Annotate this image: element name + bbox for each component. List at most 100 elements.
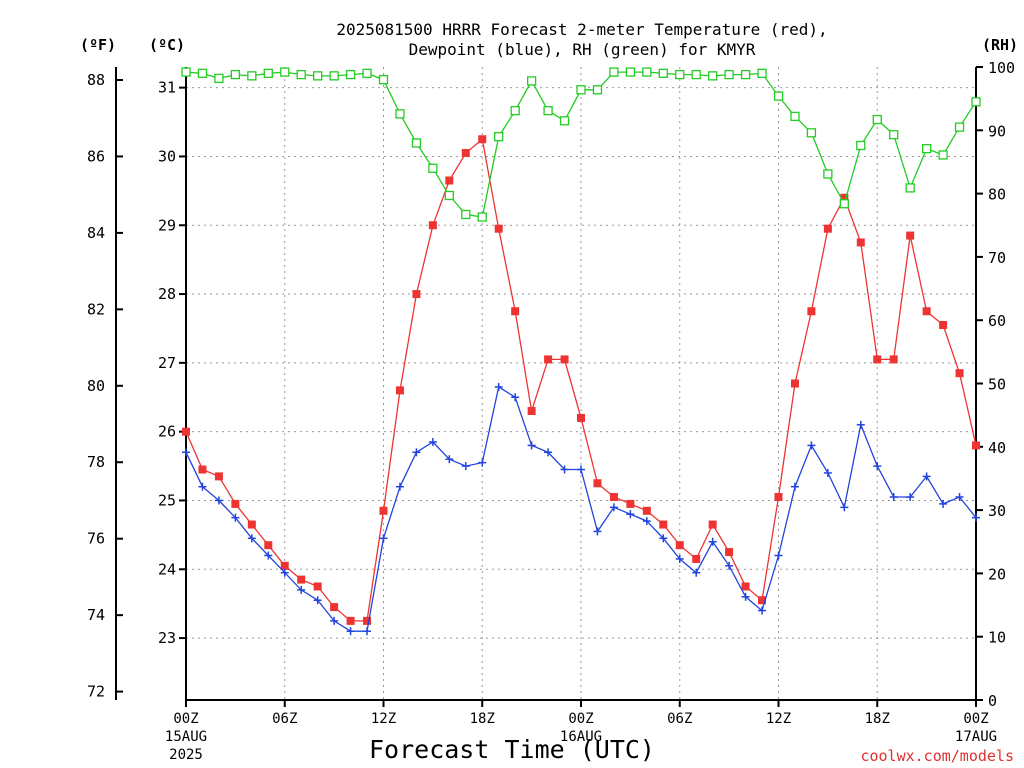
dewpoint-point xyxy=(395,482,404,491)
dewpoint-point xyxy=(609,503,618,512)
temperature-point xyxy=(527,407,536,416)
dewpoint-point xyxy=(461,462,470,471)
fahrenheit-tick-label: 74 xyxy=(87,606,105,624)
temperature-point xyxy=(889,355,898,364)
celsius-tick-label: 25 xyxy=(158,491,176,509)
rh-point xyxy=(675,69,685,80)
dewpoint-line xyxy=(185,385,977,632)
rh-point xyxy=(559,116,570,126)
temperature-point xyxy=(725,548,734,557)
rh-point xyxy=(378,75,389,85)
rh-tick-label: 20 xyxy=(988,565,1006,583)
rh-tick-label: 30 xyxy=(988,502,1006,520)
temperature-point xyxy=(758,596,767,605)
rh-point xyxy=(345,69,356,80)
temperature-point xyxy=(494,224,503,233)
dewpoint-point xyxy=(906,493,915,502)
time-tick-label: 00Z xyxy=(963,711,988,727)
temperature-point xyxy=(692,554,701,563)
dewpoint-point xyxy=(955,493,964,502)
temperature-point xyxy=(428,221,437,230)
rh-point xyxy=(905,183,915,193)
dewpoint-point xyxy=(823,468,832,477)
dewpoint-point xyxy=(692,568,701,577)
rh-tick-label: 10 xyxy=(988,629,1006,647)
rh-point xyxy=(971,97,981,107)
temperature-point xyxy=(972,441,980,450)
temperature-point xyxy=(955,369,964,378)
temperature-point xyxy=(873,355,882,364)
rh-point xyxy=(247,71,257,81)
rh-point xyxy=(823,169,833,179)
dewpoint-point xyxy=(511,393,520,402)
rh-point xyxy=(839,199,849,209)
dewpoint-point xyxy=(790,482,799,491)
temperature-point xyxy=(445,176,454,185)
dewpoint-point xyxy=(708,537,717,546)
rh-point xyxy=(576,85,586,95)
fahrenheit-tick-label: 78 xyxy=(87,453,105,471)
dewpoint-point xyxy=(412,448,421,457)
celsius-tick-label: 30 xyxy=(158,147,176,165)
temperature-point xyxy=(741,582,750,591)
dewpoint-point xyxy=(428,437,437,446)
rh-tick-label: 100 xyxy=(988,59,1015,77)
chart-title-line2: Dewpoint (blue), RH (green) for KMYR xyxy=(409,40,756,59)
rh-point xyxy=(197,68,208,78)
time-tick-label: 00Z xyxy=(568,711,593,727)
rh-point xyxy=(740,69,751,80)
dewpoint-point xyxy=(642,517,651,526)
rh-point xyxy=(395,109,405,119)
temperature-point xyxy=(395,386,404,395)
temperature-point xyxy=(247,520,256,529)
dewpoint-point xyxy=(182,448,190,457)
credit-text: coolwx.com/models xyxy=(860,747,1014,765)
dewpoint-point xyxy=(313,596,322,605)
temperature-point xyxy=(231,499,240,508)
temperature-point xyxy=(906,231,915,240)
temperature-point xyxy=(659,520,668,529)
rh-point xyxy=(428,163,438,173)
time-tick-date-label: 15AUG xyxy=(165,729,207,745)
fahrenheit-tick-label: 86 xyxy=(87,147,105,165)
dewpoint-point xyxy=(330,616,339,625)
rh-tick-label: 80 xyxy=(988,186,1006,204)
rh-point xyxy=(280,67,290,77)
dewpoint-point xyxy=(889,493,898,502)
rh-point xyxy=(757,68,767,78)
rh-point xyxy=(263,68,273,78)
rh-point xyxy=(642,67,652,77)
rh-point xyxy=(461,209,471,220)
rh-point xyxy=(543,106,553,116)
rh-point xyxy=(856,140,866,151)
rh-point xyxy=(592,85,603,95)
time-tick-date-label: 16AUG xyxy=(560,729,602,745)
time-tick-date-label: 17AUG xyxy=(955,729,997,745)
dewpoint-point xyxy=(544,448,553,457)
dewpoint-point xyxy=(856,420,865,429)
rh-unit-label: (RH) xyxy=(982,36,1018,54)
dewpoint-point xyxy=(741,592,750,601)
temperature-point xyxy=(478,135,487,144)
temperature-point xyxy=(297,575,306,584)
dewpoint-point xyxy=(247,534,256,543)
time-tick-label: 12Z xyxy=(766,711,791,727)
temperature-point xyxy=(198,465,207,474)
temperature-point xyxy=(774,493,783,502)
temperature-point xyxy=(182,427,190,436)
temperature-point xyxy=(544,355,553,364)
temperature-point xyxy=(675,541,684,550)
temperature-series xyxy=(182,135,980,625)
dewpoint-point xyxy=(264,551,273,560)
time-tick-label: 06Z xyxy=(272,711,297,727)
rh-point xyxy=(609,67,619,77)
temperature-point xyxy=(560,355,569,364)
rh-point xyxy=(806,128,817,138)
rh-point xyxy=(724,69,734,80)
dewpoint-point xyxy=(214,496,223,505)
temperature-point xyxy=(363,616,372,625)
rh-point xyxy=(313,71,323,81)
dewpoint-point xyxy=(478,458,487,467)
fahrenheit-tick-label: 82 xyxy=(87,300,105,318)
rh-point xyxy=(691,69,701,80)
